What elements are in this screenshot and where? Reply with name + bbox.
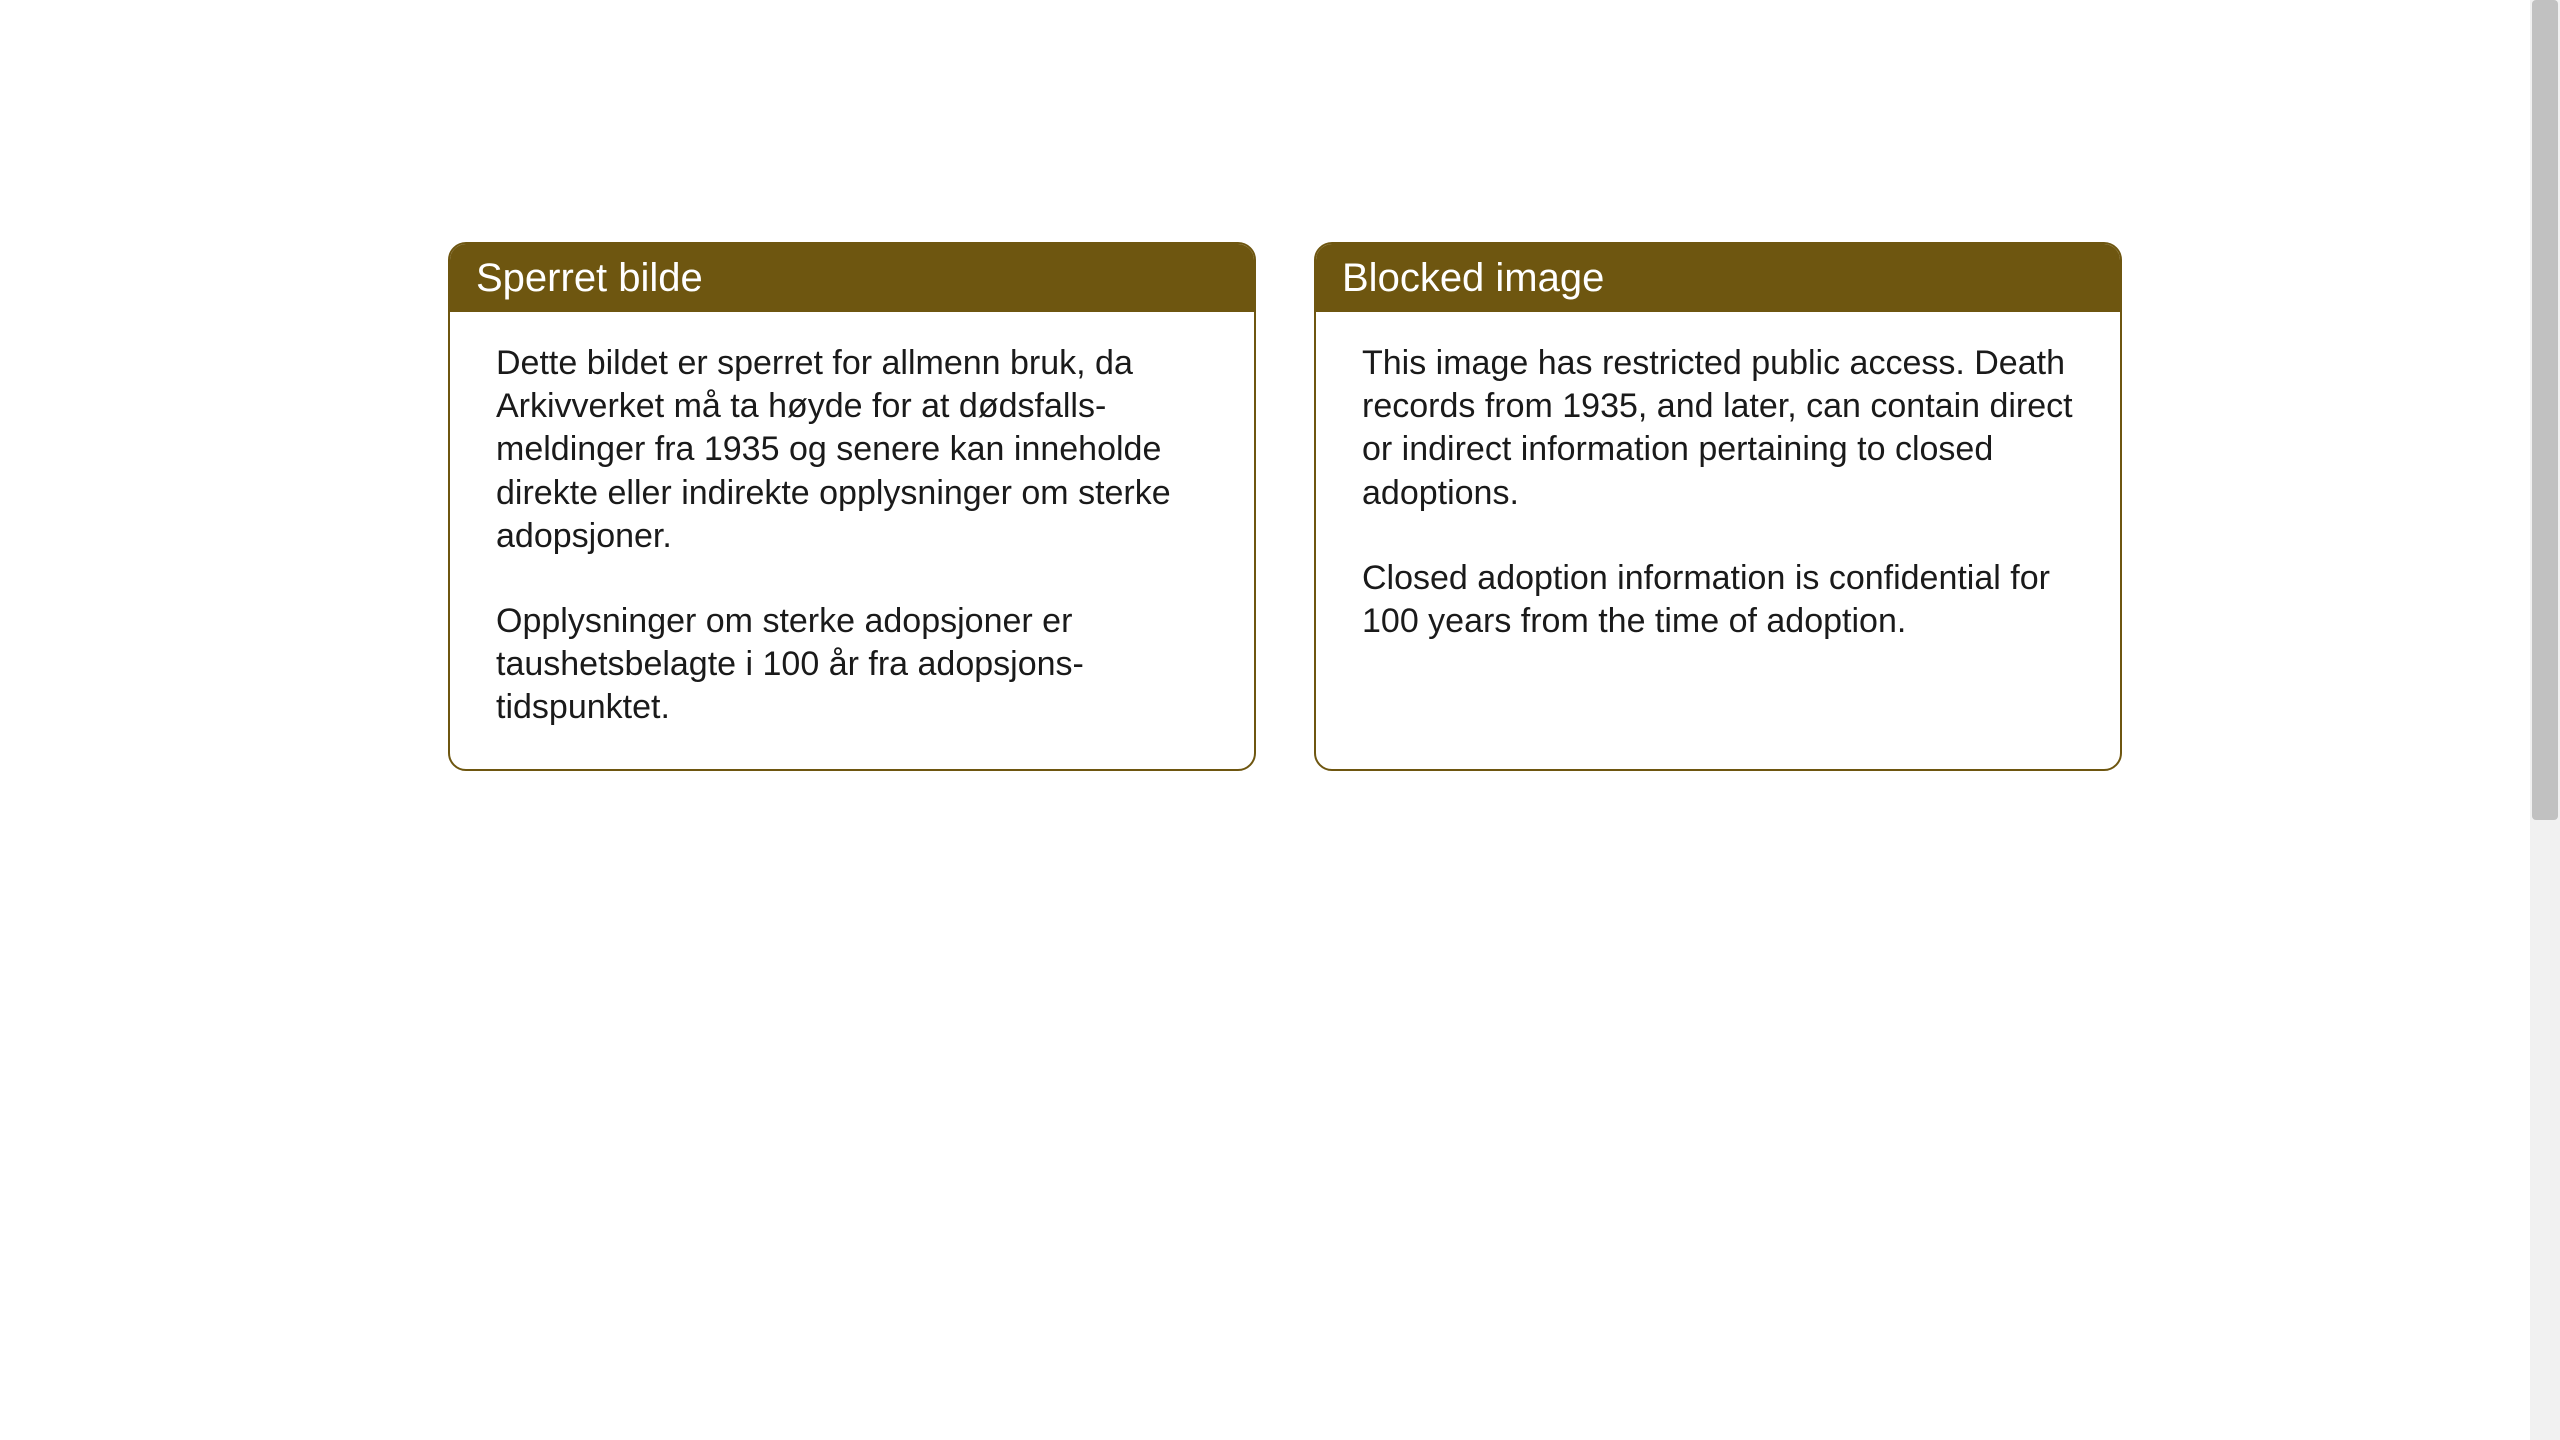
notice-card-norwegian: Sperret bilde Dette bildet er sperret fo… bbox=[448, 242, 1256, 771]
card-header-english: Blocked image bbox=[1316, 244, 2120, 312]
card-body-english: This image has restricted public access.… bbox=[1316, 312, 2120, 683]
card-title-english: Blocked image bbox=[1342, 256, 1604, 300]
card-paragraph: Closed adoption information is confident… bbox=[1362, 557, 2074, 643]
card-paragraph: Opplysninger om sterke adopsjoner er tau… bbox=[496, 600, 1208, 730]
card-body-norwegian: Dette bildet er sperret for allmenn bruk… bbox=[450, 312, 1254, 769]
card-paragraph: Dette bildet er sperret for allmenn bruk… bbox=[496, 342, 1208, 558]
card-title-norwegian: Sperret bilde bbox=[476, 256, 703, 300]
notice-cards-container: Sperret bilde Dette bildet er sperret fo… bbox=[448, 242, 2122, 771]
vertical-scrollbar[interactable] bbox=[2530, 0, 2560, 1440]
card-header-norwegian: Sperret bilde bbox=[450, 244, 1254, 312]
notice-card-english: Blocked image This image has restricted … bbox=[1314, 242, 2122, 771]
card-paragraph: This image has restricted public access.… bbox=[1362, 342, 2074, 515]
scrollbar-thumb[interactable] bbox=[2532, 0, 2558, 820]
